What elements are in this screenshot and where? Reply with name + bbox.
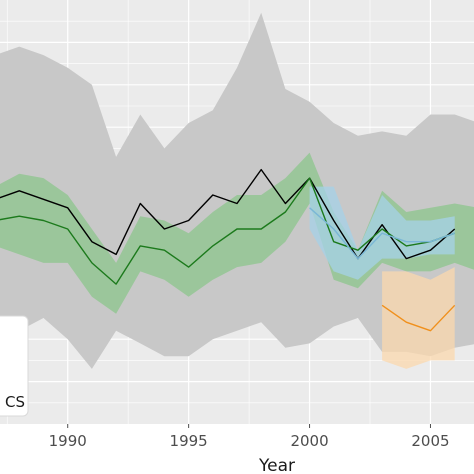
legend: CS [0,315,29,417]
series-lines [0,168,456,332]
series-line-2 [309,207,455,260]
x-tick-label: 2000 [290,432,328,450]
series-line-1 [0,177,455,285]
legend-box [0,315,29,417]
x-tick-label: 1990 [49,432,87,450]
x-tick-label: 2005 [411,432,449,450]
series-line-0 [0,168,456,260]
x-axis-ticks: 1990 1995 2000 2005 [49,424,450,450]
x-axis-title: Year [258,456,295,474]
legend-label: CS [5,393,25,411]
x-tick-label: 1995 [170,432,208,450]
band-3 [382,267,455,369]
series-line-3 [381,304,456,332]
